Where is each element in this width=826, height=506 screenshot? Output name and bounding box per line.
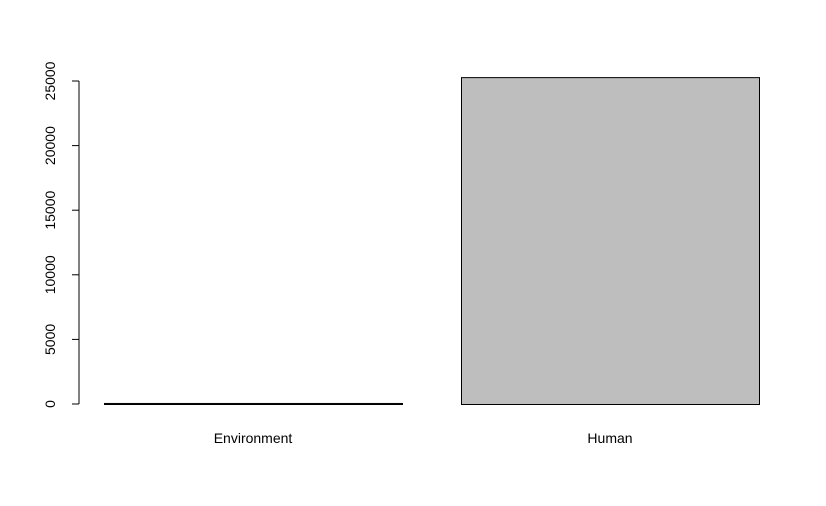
y-tick-label: 0 xyxy=(42,400,58,408)
category-label-environment: Environment xyxy=(214,430,293,446)
y-tick-label: 25000 xyxy=(42,61,58,100)
category-label-human: Human xyxy=(587,430,632,446)
y-axis: 0 5000 10000 15000 20000 25000 xyxy=(42,61,80,408)
y-tick-label: 10000 xyxy=(42,255,58,294)
y-tick-label: 15000 xyxy=(42,191,58,230)
bars xyxy=(104,77,760,406)
category-labels: Environment Human xyxy=(214,430,633,446)
y-tick-label: 20000 xyxy=(42,126,58,165)
bar-environment xyxy=(104,402,403,405)
y-tick-label: 5000 xyxy=(42,324,58,355)
bar-human xyxy=(461,77,760,406)
